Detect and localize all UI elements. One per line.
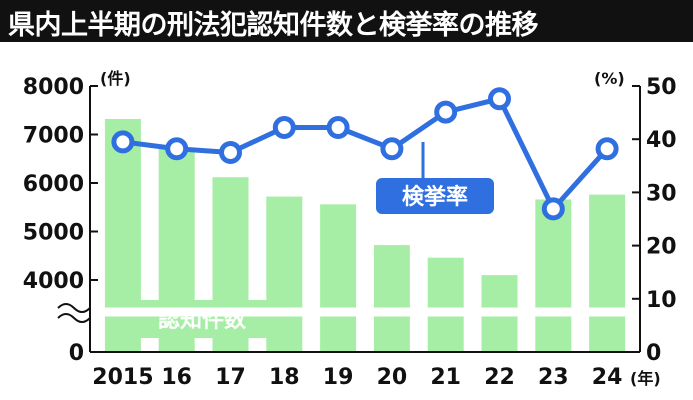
x-tick-23: 23 (538, 365, 569, 390)
x-tick-17: 17 (215, 365, 246, 390)
labels-layer: 8000 7000 6000 5000 4000 0 50 40 30 20 10 0 (件) (%) 20… (23, 69, 677, 390)
x-tick-2015: 2015 (92, 365, 153, 390)
x-unit-label: (年) (630, 369, 661, 388)
right-tick-label: 10 (646, 288, 677, 313)
bar-24 (589, 194, 626, 352)
right-tick-label: 50 (646, 75, 677, 100)
line-point-2015 (111, 130, 135, 154)
line-label-badge (376, 178, 494, 214)
line-point-19 (326, 115, 350, 139)
right-tick-label: 0 (646, 341, 661, 366)
right-unit-label: (%) (594, 69, 625, 88)
line-point-21 (434, 100, 458, 124)
x-tick-24: 24 (592, 365, 623, 390)
x-tick-18: 18 (269, 365, 300, 390)
left-tick-label: 8000 (23, 75, 84, 100)
line-point-22 (488, 87, 511, 111)
line-series-rate (122, 96, 609, 212)
bar-label-text: 認知件数 (158, 307, 247, 333)
line-layer (111, 87, 619, 221)
left-tick-label: 4000 (23, 269, 84, 294)
line-point-18 (272, 115, 296, 139)
left-tick-label: 7000 (23, 124, 84, 149)
line-point-23 (541, 197, 565, 221)
x-tick-20: 20 (377, 365, 408, 390)
axis-break-icon (57, 303, 91, 323)
right-tick-label: 30 (646, 181, 677, 206)
bar-19 (320, 204, 357, 352)
left-tick-label: 0 (69, 341, 84, 366)
right-tick-label: 40 (646, 128, 677, 153)
bar-23 (535, 199, 572, 352)
chart-title: 県内上半期の刑法犯認知件数と検挙率の推移 (0, 0, 693, 42)
left-tick-label: 6000 (23, 172, 84, 197)
bar-20 (373, 245, 410, 352)
x-tick-16: 16 (161, 365, 192, 390)
x-tick-19: 19 (323, 365, 354, 390)
line-label-text: 検挙率 (402, 184, 468, 210)
chart: 8000 7000 6000 5000 4000 0 50 40 30 20 10 0 (件) (%) 20… (23, 69, 677, 390)
axis-break-gap (54, 303, 634, 321)
line-point-20 (380, 137, 404, 161)
line-point-17 (219, 141, 242, 164)
left-tick-label: 5000 (23, 221, 84, 246)
left-unit-label: (件) (100, 69, 131, 88)
bar-21 (427, 257, 464, 352)
x-tick-22: 22 (484, 365, 515, 390)
line-point-16 (165, 137, 189, 161)
x-tick-21: 21 (430, 365, 461, 390)
axes-layer (54, 85, 641, 353)
line-point-24 (595, 137, 619, 161)
right-tick-label: 20 (646, 235, 677, 260)
